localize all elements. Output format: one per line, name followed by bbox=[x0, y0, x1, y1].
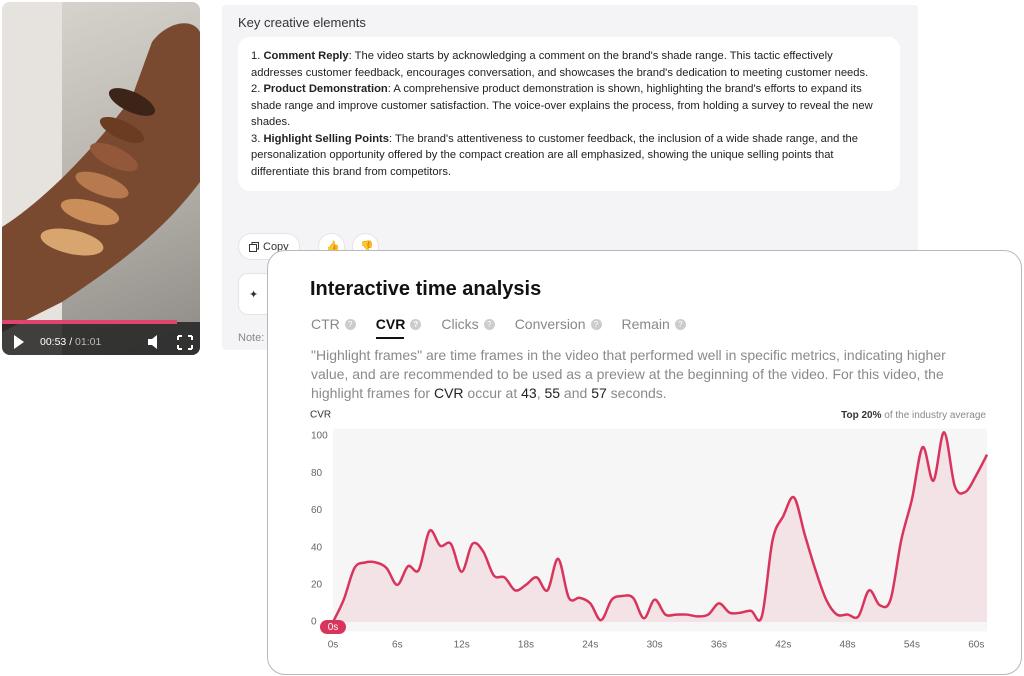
tab[interactable]: Remain? bbox=[622, 316, 686, 339]
description-part: seconds. bbox=[606, 385, 667, 401]
description-part: occur at bbox=[463, 385, 522, 401]
current-time: 00:53 bbox=[40, 336, 67, 348]
volume-button[interactable] bbox=[148, 335, 157, 349]
swatches bbox=[40, 88, 156, 256]
duration: 01:01 bbox=[75, 336, 102, 348]
playhead-badge bbox=[320, 620, 346, 634]
tabs: CTR? CVR? Clicks? Conversion? Remain? bbox=[311, 316, 686, 339]
item-text: : A comprehensive product demonstration … bbox=[251, 83, 873, 128]
x-tick-label: 36s bbox=[711, 640, 727, 651]
item-title: Product Demonstration bbox=[263, 83, 388, 95]
x-tick-label: 0s bbox=[328, 640, 339, 651]
description-part: "Highlight frames" are time frames in th… bbox=[311, 347, 946, 401]
items-box: 1. Comment Reply: The video starts by ac… bbox=[238, 37, 900, 191]
time: 00:53 / 01:01 bbox=[40, 336, 101, 348]
tab[interactable]: Conversion? bbox=[515, 316, 602, 339]
tab[interactable]: CTR? bbox=[311, 316, 356, 339]
description-part: , bbox=[536, 385, 545, 401]
separator: / bbox=[69, 336, 73, 348]
video-frame bbox=[2, 2, 200, 355]
card-title: Interactive time analysis bbox=[310, 278, 542, 300]
help-icon: ? bbox=[590, 318, 602, 330]
y-tick-label: 80 bbox=[311, 468, 323, 479]
item: 2. Product Demonstration: A comprehensiv… bbox=[251, 81, 887, 131]
legend-text: of the industry average bbox=[881, 410, 986, 421]
item-text: : The video starts by acknowledging a co… bbox=[251, 50, 869, 79]
x-tick-label: 30s bbox=[647, 640, 663, 651]
panel-title: Key creative elements bbox=[238, 15, 366, 30]
legend: Top 20% of the industry average bbox=[841, 410, 986, 421]
item-number: 2. bbox=[251, 83, 261, 95]
legend-strong: Top 20% bbox=[841, 410, 881, 421]
description-part: 43 bbox=[521, 385, 537, 401]
note: Note: bbox=[238, 332, 265, 344]
help-icon: ? bbox=[410, 318, 422, 330]
y-axis-label: CVR bbox=[310, 410, 331, 421]
y-tick-label: 40 bbox=[311, 542, 323, 553]
y-tick-label: 0 bbox=[311, 617, 317, 628]
help-icon: ? bbox=[483, 318, 495, 330]
y-tick-label: 100 bbox=[311, 431, 328, 442]
controls-bar bbox=[2, 322, 200, 355]
progress[interactable] bbox=[2, 320, 177, 324]
x-tick-label: 42s bbox=[775, 640, 791, 651]
item-number: 3. bbox=[251, 132, 261, 145]
copy-icon bbox=[249, 241, 259, 252]
description-part: and bbox=[560, 385, 592, 401]
tab[interactable]: Clicks? bbox=[441, 316, 495, 339]
help-icon: ? bbox=[674, 318, 686, 330]
x-tick-label: 12s bbox=[454, 640, 470, 651]
item-text: : The brand's attentiveness to customer … bbox=[251, 132, 858, 178]
tab-label: Remain bbox=[621, 316, 670, 332]
help-icon: ? bbox=[344, 318, 356, 330]
line bbox=[331, 431, 989, 623]
item-number: 1. bbox=[251, 50, 261, 62]
x-tick-label: 48s bbox=[840, 640, 856, 651]
item-title: Highlight Selling Points bbox=[263, 132, 389, 145]
x-tick-label: 54s bbox=[904, 640, 920, 651]
item: 1. Comment Reply: The video starts by ac… bbox=[251, 48, 887, 81]
plot-background bbox=[333, 428, 987, 632]
copy-label: Copy bbox=[263, 240, 289, 253]
item: 3. Highlight Selling Points: The brand's… bbox=[251, 131, 887, 181]
tab[interactable]: CVR? bbox=[375, 316, 422, 339]
playhead-label: 0s bbox=[328, 622, 339, 633]
x-tick-label: 18s bbox=[518, 640, 534, 651]
description-part: 57 bbox=[591, 385, 607, 401]
tab-label: CTR bbox=[311, 316, 340, 332]
y-tick-label: 60 bbox=[311, 505, 323, 516]
x-tick-label: 60s bbox=[968, 640, 984, 651]
description-part: CVR bbox=[433, 385, 464, 401]
description: "Highlight frames" are time frames in th… bbox=[311, 346, 971, 403]
description-part: 55 bbox=[544, 385, 561, 401]
tab-label: CVR bbox=[375, 316, 406, 332]
video-player[interactable]: 00:53 / 01:01 bbox=[2, 2, 200, 355]
item-title: Comment Reply bbox=[263, 50, 349, 62]
fullscreen-button[interactable] bbox=[177, 335, 193, 350]
x-tick-label: 6s bbox=[392, 640, 403, 651]
play-button[interactable] bbox=[14, 335, 24, 349]
tab-label: Clicks bbox=[441, 316, 479, 332]
y-tick-label: 20 bbox=[311, 579, 323, 590]
tab-label: Conversion bbox=[514, 316, 586, 332]
x-tick-label: 24s bbox=[582, 640, 598, 651]
